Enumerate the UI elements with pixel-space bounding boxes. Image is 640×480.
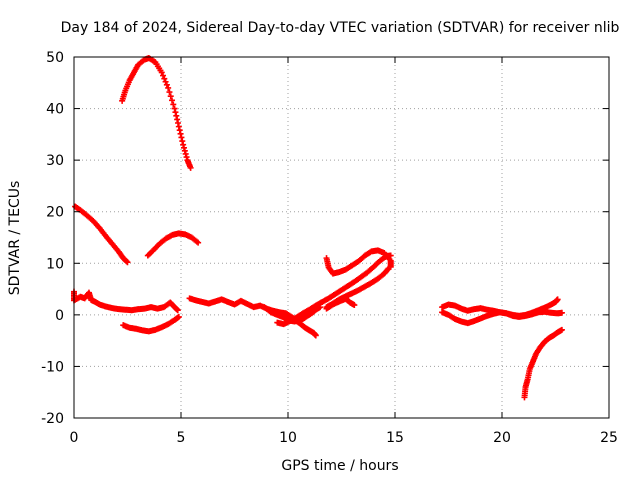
series-arc-7	[261, 304, 324, 325]
data-series	[71, 55, 565, 401]
data-point	[181, 147, 188, 154]
data-point	[160, 72, 167, 79]
data-point	[162, 78, 169, 85]
data-point	[167, 93, 174, 100]
series-arc-3	[144, 230, 202, 259]
data-point	[171, 105, 178, 112]
series-arc-10	[323, 295, 358, 312]
tick-labels: 0 5 10 15 20 25 -20 -10 0 10 20 30 40 50	[41, 50, 618, 446]
data-point	[187, 164, 194, 171]
data-point	[174, 116, 181, 123]
grid-lines	[74, 57, 609, 418]
series-arc-13	[439, 308, 565, 327]
data-point	[180, 144, 187, 151]
y-tick-label: 10	[46, 256, 64, 272]
y-tick-label: 0	[55, 308, 64, 324]
plot-frame	[73, 56, 610, 419]
series-arc-4	[71, 288, 181, 314]
data-point	[170, 101, 177, 108]
y-tick-label: -10	[41, 359, 64, 375]
y-tick-label: 40	[46, 102, 64, 118]
series-arc-2	[72, 203, 131, 266]
data-point	[177, 130, 184, 137]
data-point	[554, 296, 561, 303]
data-point	[558, 309, 565, 316]
data-point	[175, 313, 182, 320]
x-axis-label: GPS time / hours	[281, 458, 398, 474]
data-point	[172, 109, 179, 116]
data-point	[195, 239, 202, 246]
data-point	[161, 75, 168, 82]
data-point	[173, 112, 180, 119]
y-tick-label: 50	[46, 50, 64, 66]
data-point	[163, 81, 170, 88]
data-point	[166, 89, 173, 96]
x-tick-label: 15	[386, 430, 404, 446]
data-point	[180, 141, 187, 148]
x-tick-label: 25	[600, 430, 618, 446]
x-tick-label: 20	[493, 430, 511, 446]
data-point	[178, 134, 185, 141]
data-point	[182, 150, 189, 157]
x-tick-label: 0	[70, 430, 79, 446]
y-tick-label: 30	[46, 153, 64, 169]
series-arc-1	[119, 55, 194, 171]
x-tick-label: 5	[177, 430, 186, 446]
y-tick-label: 20	[46, 205, 64, 221]
data-point	[387, 263, 394, 270]
data-point	[165, 84, 172, 91]
series-arc-11	[323, 247, 394, 277]
chart-title: Day 184 of 2024, Sidereal Day-to-day VTE…	[61, 20, 620, 36]
series-arc-5	[120, 313, 182, 335]
data-point	[158, 69, 165, 76]
y-axis-label: SDTVAR / TECUs	[7, 181, 23, 296]
data-point	[312, 332, 319, 339]
data-point	[124, 259, 131, 266]
data-point	[558, 326, 565, 333]
data-point	[351, 302, 358, 309]
x-tick-label: 10	[279, 430, 297, 446]
data-point	[183, 154, 190, 161]
data-point	[123, 258, 130, 265]
y-tick-label: -20	[41, 411, 64, 427]
series-arc-14	[521, 326, 565, 401]
data-point	[175, 123, 182, 130]
data-point	[176, 127, 183, 134]
data-point	[175, 120, 182, 127]
data-point	[179, 138, 186, 145]
plot-border	[73, 56, 610, 419]
data-point	[169, 97, 176, 104]
data-point	[174, 307, 181, 314]
